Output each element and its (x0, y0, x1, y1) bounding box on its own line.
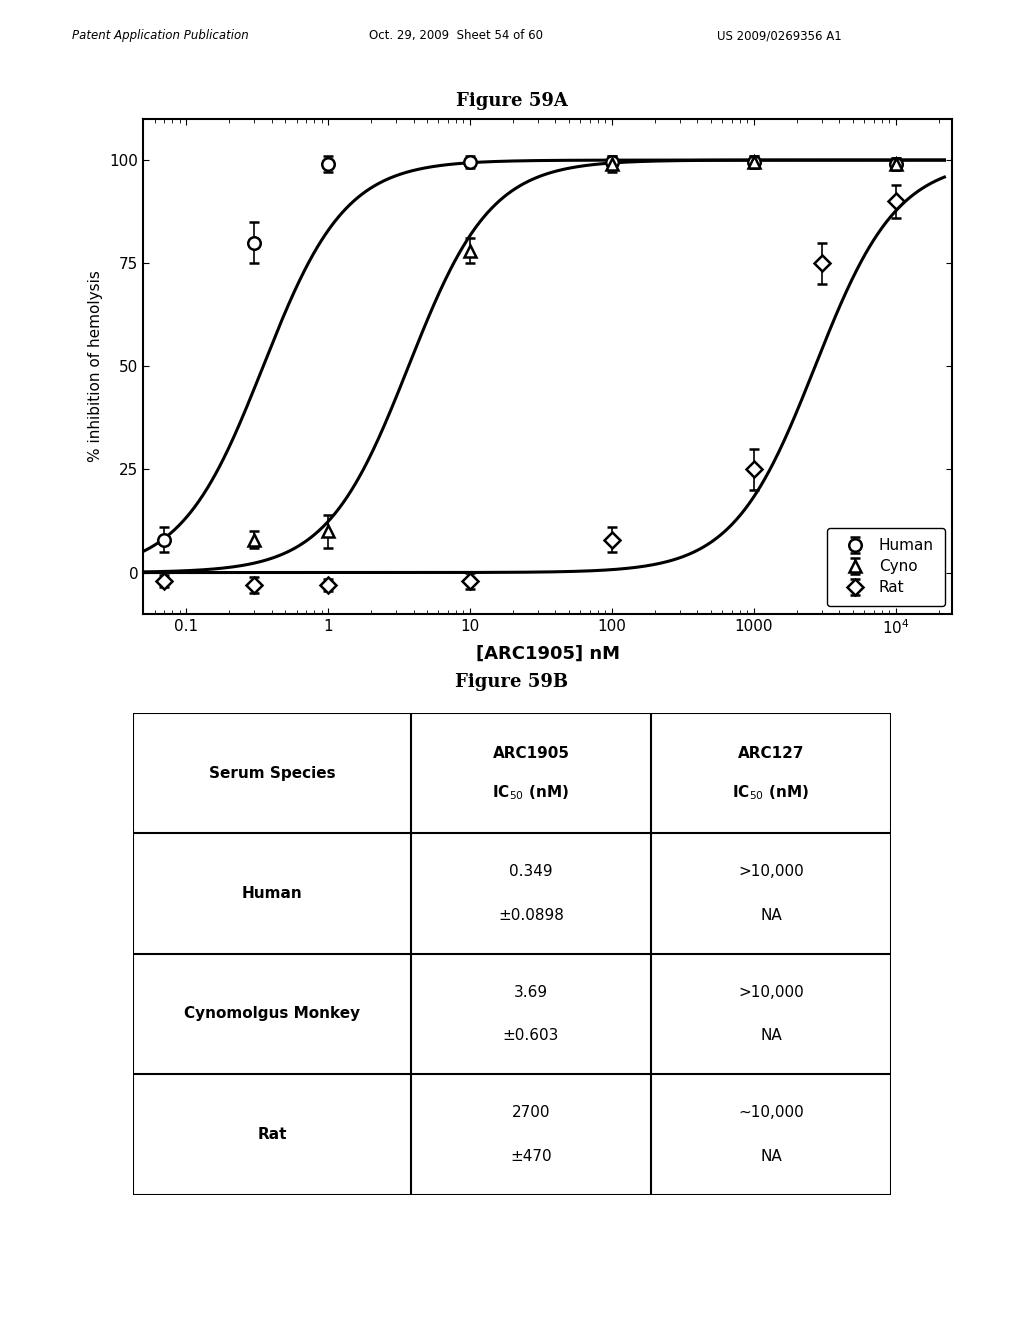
Text: ±0.0898: ±0.0898 (498, 908, 564, 923)
Text: Serum Species: Serum Species (209, 766, 335, 780)
X-axis label: [ARC1905] nM: [ARC1905] nM (476, 644, 620, 663)
Text: IC$_{50}$ (nM): IC$_{50}$ (nM) (493, 783, 569, 801)
Text: Rat: Rat (257, 1127, 287, 1142)
Text: Figure 59A: Figure 59A (456, 92, 568, 111)
Text: Oct. 29, 2009  Sheet 54 of 60: Oct. 29, 2009 Sheet 54 of 60 (369, 29, 543, 42)
Text: NA: NA (760, 908, 781, 923)
Text: Human: Human (242, 886, 302, 902)
Text: NA: NA (760, 1148, 781, 1163)
Text: ARC1905: ARC1905 (493, 746, 569, 762)
Text: Figure 59B: Figure 59B (456, 673, 568, 692)
Text: NA: NA (760, 1028, 781, 1043)
Text: ±470: ±470 (510, 1148, 552, 1163)
Text: >10,000: >10,000 (738, 985, 804, 999)
Text: 2700: 2700 (512, 1105, 550, 1121)
Y-axis label: % inhibition of hemolysis: % inhibition of hemolysis (88, 271, 102, 462)
Text: IC$_{50}$ (nM): IC$_{50}$ (nM) (732, 783, 809, 801)
Text: US 2009/0269356 A1: US 2009/0269356 A1 (717, 29, 842, 42)
Text: 3.69: 3.69 (514, 985, 548, 999)
Text: >10,000: >10,000 (738, 865, 804, 879)
Text: ARC127: ARC127 (737, 746, 804, 762)
Text: Cynomolgus Monkey: Cynomolgus Monkey (184, 1006, 360, 1022)
Legend: Human, Cyno, Rat: Human, Cyno, Rat (827, 528, 945, 606)
Text: ~10,000: ~10,000 (738, 1105, 804, 1121)
Text: 0.349: 0.349 (509, 865, 553, 879)
Text: ±0.603: ±0.603 (503, 1028, 559, 1043)
Text: Patent Application Publication: Patent Application Publication (72, 29, 249, 42)
